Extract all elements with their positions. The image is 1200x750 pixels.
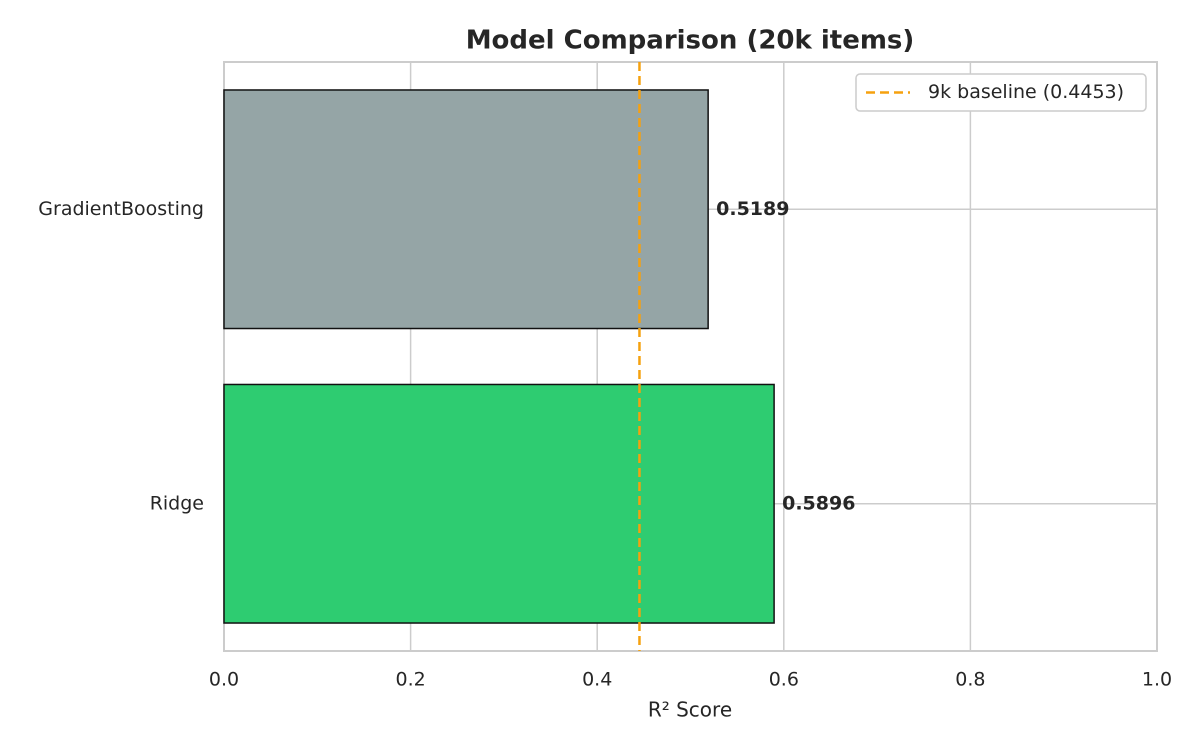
value-label: 0.5896 xyxy=(782,492,855,514)
y-tick-label: GradientBoosting xyxy=(38,198,204,220)
x-tick-label: 0.0 xyxy=(209,669,239,691)
legend-box xyxy=(855,73,1147,112)
x-axis-label: R² Score xyxy=(648,698,732,722)
x-tick-label: 1.0 xyxy=(1142,669,1172,691)
value-label: 0.5189 xyxy=(716,198,789,220)
bar xyxy=(223,89,709,330)
x-tick-label: 0.4 xyxy=(582,669,612,691)
chart-title: Model Comparison (20k items) xyxy=(466,26,915,56)
plot-frame xyxy=(223,61,1158,652)
bar xyxy=(223,383,775,624)
x-tick-label: 0.6 xyxy=(769,669,799,691)
y-tick-label: Ridge xyxy=(150,492,204,514)
x-tick-label: 0.8 xyxy=(955,669,985,691)
legend-label: 9k baseline (0.4453) xyxy=(928,81,1124,103)
x-tick-label: 0.2 xyxy=(395,669,425,691)
